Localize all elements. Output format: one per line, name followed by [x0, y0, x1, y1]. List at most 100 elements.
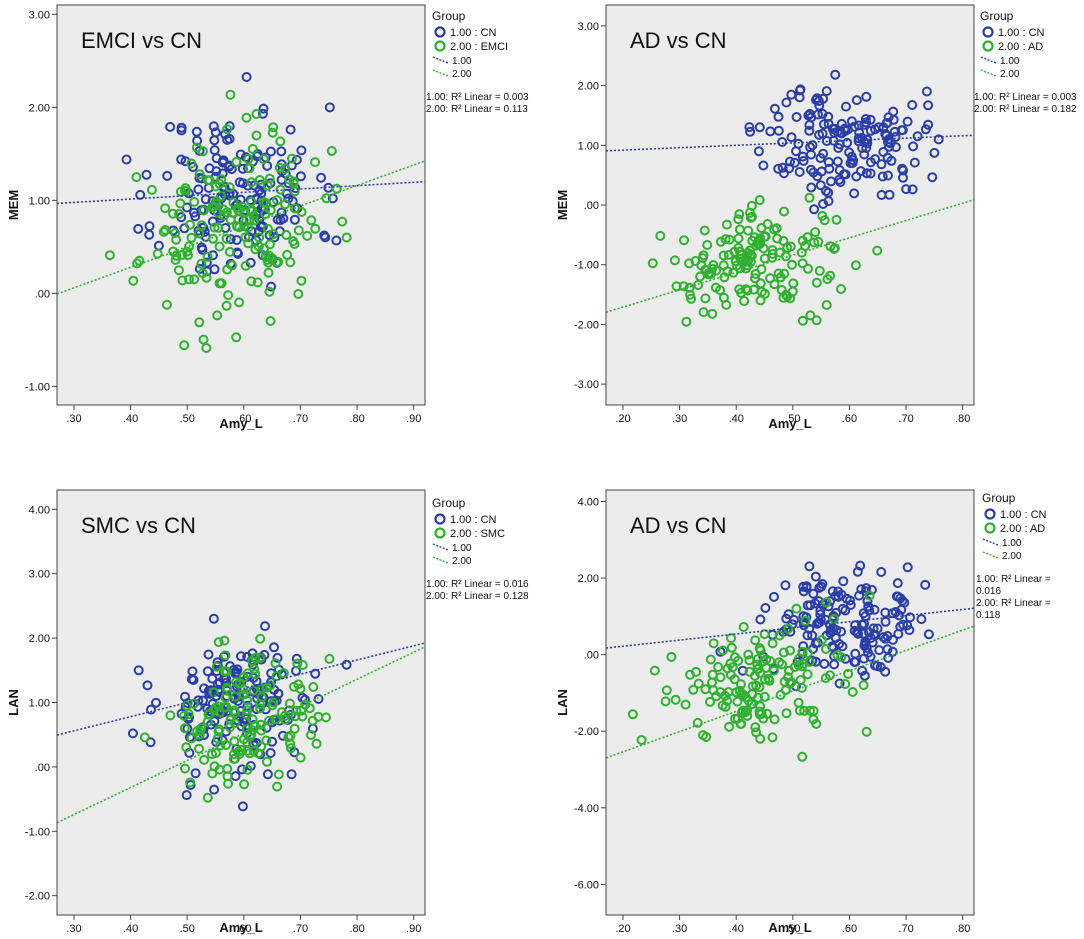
scatter-point-series-1: [754, 122, 765, 133]
y-axis-label: MEM: [6, 190, 21, 220]
y-tick-label: .00: [584, 200, 599, 212]
scatter-point-series-1: [204, 688, 215, 699]
scatter-point-series-2: [685, 289, 695, 300]
scatter-point-series-2: [755, 238, 766, 249]
scatter-point-series-1: [176, 154, 187, 165]
scatter-point-series-2: [745, 212, 756, 223]
scatter-point-series-2: [724, 721, 735, 732]
scatter-point-series-2: [214, 241, 225, 252]
plot-data: [57, 72, 425, 353]
legend-label: 2.00: [452, 69, 472, 80]
x-tick-label: .30: [66, 413, 81, 425]
scatter-point-series-1: [859, 670, 870, 681]
legend-r2: 0.118: [976, 610, 1001, 621]
scatter-point-series-1: [883, 112, 894, 123]
scatter-point-series-1: [898, 619, 909, 630]
legend-r2: 0.016: [976, 586, 1001, 597]
scatter-point-series-2: [708, 638, 719, 649]
scatter-point-series-1: [269, 642, 279, 653]
scatter-point-series-1: [807, 140, 818, 151]
scatter-point-series-2: [221, 233, 232, 244]
scatter-point-series-1: [861, 168, 872, 179]
scatter-point-series-1: [797, 151, 808, 162]
scatter-point-series-2: [268, 122, 279, 133]
scatter-point-series-1: [840, 605, 851, 616]
scatter-point-series-2: [185, 219, 195, 230]
scatter-point-series-2: [248, 745, 259, 756]
scatter-point-series-2: [221, 740, 231, 751]
scatter-point-series-1: [882, 152, 893, 163]
scatter-point-series-1: [214, 677, 225, 688]
scatter-point-series-1: [901, 184, 912, 195]
scatter-point-series-2: [262, 180, 273, 191]
scatter-point-series-1: [794, 92, 805, 103]
y-tick-label: -6.00: [574, 879, 599, 891]
scatter-point-series-2: [847, 687, 858, 697]
scatter-point-series-2: [692, 717, 703, 728]
scatter-point-series-2: [708, 260, 719, 271]
scatter-point-series-2: [139, 732, 150, 743]
x-tick-label: .70: [898, 413, 913, 425]
scatter-point-series-1: [880, 129, 891, 139]
scatter-point-series-2: [241, 709, 252, 720]
scatter-point-series-1: [850, 648, 861, 659]
scatter-point-series-2: [180, 763, 190, 774]
x-axis-label: Amy_L: [219, 920, 262, 935]
scatter-point-series-2: [224, 722, 235, 733]
scatter-point-series-2: [750, 635, 761, 646]
scatter-point-series-2: [273, 769, 284, 780]
scatter-point-series-2: [872, 245, 883, 256]
legend-label: 1.00: [452, 543, 472, 554]
fit-line-series-2: [606, 625, 974, 759]
legend-label: 2.00: [452, 556, 472, 567]
chart-panel-4: .20 .30 .40 .50 .60 .70 .80 4.00 2.00 .00 -2.00 -4.…: [555, 489, 1051, 935]
legend-r2: 2.00: R² Linear = 0.128: [426, 591, 529, 602]
legend: Group 1.00 : CN 2.00 : SMC 1.00 2.00 1.00: R²…: [426, 496, 529, 602]
scatter-point-series-2: [209, 761, 220, 772]
scatter-point-series-1: [858, 608, 869, 619]
scatter-point-series-1: [853, 120, 864, 131]
scatter-point-series-1: [780, 580, 791, 591]
scatter-point-series-1: [876, 159, 887, 170]
scatter-point-series-1: [817, 108, 828, 119]
scatter-point-series-2: [769, 279, 780, 290]
y-tick-label: 1.00: [578, 140, 599, 152]
scatter-point-series-2: [814, 265, 825, 276]
scatter-point-series-2: [179, 710, 190, 721]
scatter-point-series-2: [787, 259, 797, 270]
scatter-point-series-2: [721, 219, 732, 230]
scatter-point-series-2: [775, 272, 786, 283]
scatter-point-series-1: [875, 662, 886, 672]
scatter-point-series-1: [235, 149, 246, 160]
scatter-point-series-2: [231, 677, 242, 687]
scatter-point-series-1: [814, 129, 825, 140]
scatter-point-series-2: [307, 715, 318, 726]
scatter-point-series-2: [249, 215, 260, 226]
scatter-point-series-2: [286, 153, 297, 164]
scatter-point-series-2: [832, 650, 843, 660]
fit-line-series-1: [57, 642, 425, 736]
scatter-point-series-2: [189, 274, 200, 285]
scatter-point-series-2: [236, 744, 247, 755]
chart-panel-3: .30 .40 .50 .60 .70 .80 .90 4.00 3.00 2.00 1.00 .00…: [6, 489, 529, 935]
scatter-point-series-2: [821, 597, 832, 608]
scatter-point-series-2: [280, 163, 291, 174]
scatter-point-series-2: [739, 296, 750, 306]
legend-marker: [434, 26, 446, 38]
y-tick-label: 3.00: [578, 21, 599, 33]
scatter-point-series-2: [257, 683, 268, 694]
scatter-point-series-1: [805, 600, 816, 611]
scatter-point-series-2: [802, 669, 813, 680]
scatter-point-series-2: [174, 209, 185, 219]
scatter-point-series-1: [777, 162, 788, 173]
scatter-point-series-1: [815, 180, 826, 191]
y-tick-label: 1.00: [29, 195, 50, 207]
scatter-point-series-1: [773, 111, 784, 122]
scatter-point-series-2: [251, 130, 262, 141]
scatter-point-series-1: [262, 769, 273, 780]
scatter-point-series-2: [797, 258, 808, 269]
scatter-point-series-2: [666, 651, 677, 662]
fit-line-series-2: [606, 198, 974, 314]
scatter-point-series-2: [769, 714, 780, 725]
scatter-point-series-1: [265, 146, 276, 157]
